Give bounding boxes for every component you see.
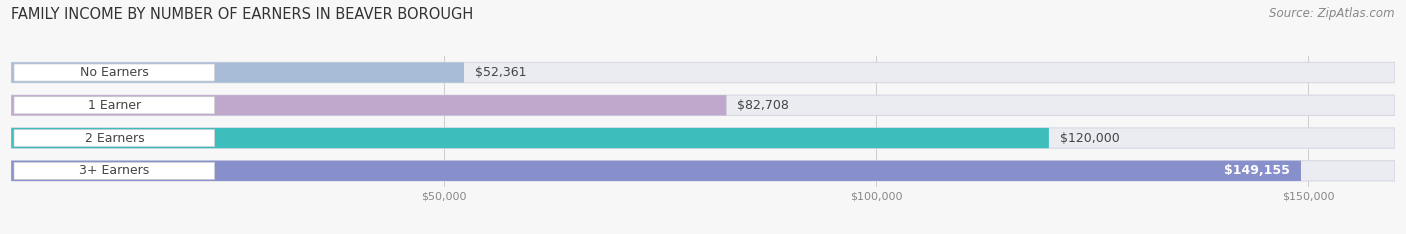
Text: Source: ZipAtlas.com: Source: ZipAtlas.com bbox=[1270, 7, 1395, 20]
Text: 3+ Earners: 3+ Earners bbox=[79, 164, 149, 177]
Text: $120,000: $120,000 bbox=[1060, 132, 1119, 145]
FancyBboxPatch shape bbox=[14, 64, 215, 81]
FancyBboxPatch shape bbox=[11, 161, 1395, 181]
FancyBboxPatch shape bbox=[11, 161, 1301, 181]
FancyBboxPatch shape bbox=[11, 62, 1395, 83]
Text: $82,708: $82,708 bbox=[738, 99, 789, 112]
FancyBboxPatch shape bbox=[14, 97, 215, 114]
FancyBboxPatch shape bbox=[11, 128, 1395, 148]
FancyBboxPatch shape bbox=[11, 128, 1049, 148]
FancyBboxPatch shape bbox=[11, 95, 1395, 115]
Text: 2 Earners: 2 Earners bbox=[84, 132, 145, 145]
FancyBboxPatch shape bbox=[14, 162, 215, 179]
Text: $52,361: $52,361 bbox=[475, 66, 527, 79]
FancyBboxPatch shape bbox=[14, 130, 215, 146]
FancyBboxPatch shape bbox=[11, 62, 464, 83]
Text: FAMILY INCOME BY NUMBER OF EARNERS IN BEAVER BOROUGH: FAMILY INCOME BY NUMBER OF EARNERS IN BE… bbox=[11, 7, 474, 22]
FancyBboxPatch shape bbox=[11, 95, 727, 115]
Text: $149,155: $149,155 bbox=[1225, 164, 1289, 177]
Text: No Earners: No Earners bbox=[80, 66, 149, 79]
Text: 1 Earner: 1 Earner bbox=[87, 99, 141, 112]
